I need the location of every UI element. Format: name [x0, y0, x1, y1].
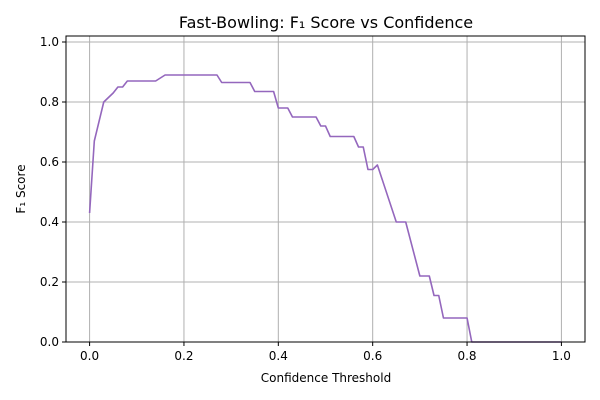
series-line-group — [88, 74, 562, 343]
x-tick-label: 0.4 — [269, 349, 288, 363]
y-axis-label: F₁ Score — [14, 164, 28, 213]
x-tick-label: 0.8 — [457, 349, 476, 363]
x-tick-label: 0.2 — [174, 349, 193, 363]
series-line — [88, 74, 562, 343]
x-axis-label: Confidence Threshold — [261, 371, 391, 385]
y-tick-label: 0.0 — [40, 335, 59, 349]
y-tick-label: 0.6 — [40, 155, 59, 169]
x-tick-label: 1.0 — [552, 349, 571, 363]
y-tick-label: 0.4 — [40, 215, 59, 229]
chart-title: Fast-Bowling: F₁ Score vs Confidence — [179, 13, 473, 32]
x-tick-label: 0.0 — [80, 349, 99, 363]
y-tick-label: 0.2 — [40, 275, 59, 289]
plot-frame — [65, 35, 586, 343]
y-tick-label: 0.8 — [40, 95, 59, 109]
x-axis-ticks: 0.0 0.2 0.4 0.6 0.8 1.0 — [80, 342, 571, 363]
y-tick-label: 1.0 — [40, 35, 59, 49]
x-tick-label: 0.6 — [363, 349, 382, 363]
y-axis-ticks: 0.0 0.2 0.4 0.6 0.8 1.0 — [40, 35, 66, 349]
